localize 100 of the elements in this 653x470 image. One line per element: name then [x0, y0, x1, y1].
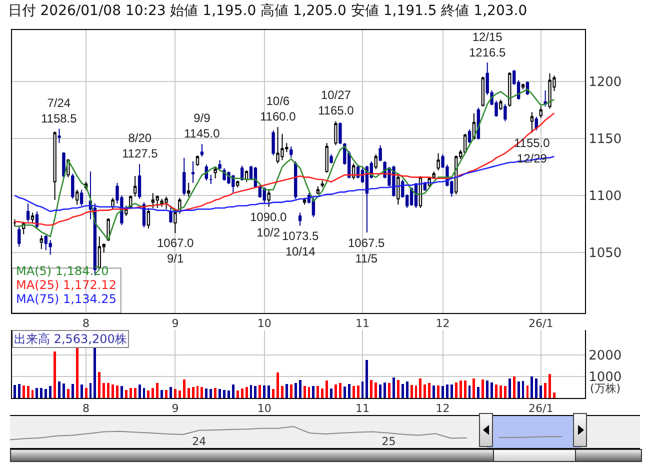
bar: [22, 385, 25, 398]
y-tick-label: 1200: [588, 74, 622, 90]
bar: [442, 386, 444, 398]
candlestick: [62, 152, 66, 179]
annotation: 出来高 2,563,200株: [14, 332, 127, 346]
x-tick-label: 12: [436, 402, 450, 416]
bar: [124, 390, 128, 398]
y-axis-title: (万株): [590, 382, 621, 395]
bar: [147, 390, 150, 398]
candlestick: [539, 106, 542, 118]
candlestick: [396, 174, 400, 206]
y-tick-label: 1050: [588, 246, 622, 262]
bar: [200, 387, 204, 398]
bar: [454, 382, 458, 398]
x-tick-label: 25: [382, 435, 396, 448]
candlestick: [156, 194, 159, 209]
candlestick: [133, 176, 137, 198]
bar: [330, 388, 332, 398]
bar: [134, 388, 136, 398]
bar: [49, 386, 52, 398]
chart-title: 日付 2026/01/08 10:23 始値 1,195.0 高値 1,205.0 安値 1,191.5 終値 1,203.0: [8, 2, 528, 19]
candlestick: [71, 173, 74, 200]
bar: [240, 388, 244, 398]
candlestick: [174, 208, 177, 234]
bar: [187, 388, 190, 398]
candlestick: [182, 157, 186, 196]
bar: [71, 384, 74, 398]
bar: [227, 390, 230, 398]
bar: [258, 385, 262, 398]
bar: [401, 384, 404, 398]
bar: [174, 389, 176, 398]
bar: [303, 386, 306, 398]
bar: [544, 383, 547, 398]
bar: [535, 378, 538, 398]
bar: [548, 374, 551, 398]
bar: [321, 388, 324, 398]
candlestick: [111, 197, 114, 210]
bar: [102, 383, 106, 398]
bar: [459, 380, 462, 398]
bar: [338, 383, 342, 398]
candlestick: [76, 189, 79, 206]
bar: [540, 385, 542, 398]
bar: [410, 385, 413, 398]
bar: [98, 372, 101, 398]
bar: [294, 383, 297, 398]
bar: [165, 390, 168, 398]
bar: [80, 384, 83, 398]
bar: [254, 386, 257, 398]
bar: [316, 386, 320, 398]
bar: [472, 378, 476, 398]
text: MA(75) 1,134.25: [16, 292, 116, 306]
candlestick: [290, 146, 293, 158]
bar: [152, 388, 154, 398]
bar: [281, 386, 284, 398]
bar: [432, 385, 436, 398]
bar: [66, 389, 70, 398]
x-tick-label: 8: [82, 317, 90, 330]
bar: [13, 385, 16, 398]
annotation: 9/9 1145.0: [184, 111, 220, 141]
bar: [156, 382, 159, 398]
bar: [76, 348, 78, 398]
bar: [263, 385, 266, 398]
annotation: 1073.5 10/14: [282, 229, 320, 259]
bar: [160, 390, 164, 398]
bar: [54, 352, 56, 398]
bar: [94, 347, 96, 398]
bar: [482, 379, 484, 398]
annotation: 7/24 1158.5: [41, 96, 78, 126]
bar: [370, 380, 373, 398]
bar: [464, 380, 466, 398]
bar: [40, 388, 43, 398]
bar: [356, 385, 360, 398]
bar: [343, 386, 346, 398]
bar: [178, 390, 181, 398]
candlestick: [436, 152, 440, 171]
y-tick-label: 1100: [588, 189, 622, 204]
bar: [495, 384, 498, 398]
bar: [406, 381, 408, 398]
bar: [396, 380, 400, 398]
bar: [116, 386, 118, 398]
bar: [486, 380, 489, 398]
bar: [446, 384, 448, 398]
candlestick: [320, 180, 324, 188]
bar: [517, 381, 520, 398]
bar: [530, 376, 534, 398]
annotation: 1067.5 11/5: [348, 236, 386, 266]
bar: [490, 382, 494, 398]
bar: [129, 388, 132, 398]
bar: [374, 382, 378, 398]
x-tick-label: 11: [355, 317, 370, 330]
bar: [384, 382, 386, 398]
bar: [326, 380, 328, 398]
bar: [182, 379, 186, 398]
candlestick: [196, 155, 200, 166]
bar: [138, 384, 141, 398]
annotation: 10/6 1160.0: [260, 94, 296, 124]
annotation: 10/27 1165.0: [318, 88, 354, 118]
candlestick: [468, 128, 472, 144]
bar: [170, 387, 172, 398]
bar: [84, 388, 88, 398]
